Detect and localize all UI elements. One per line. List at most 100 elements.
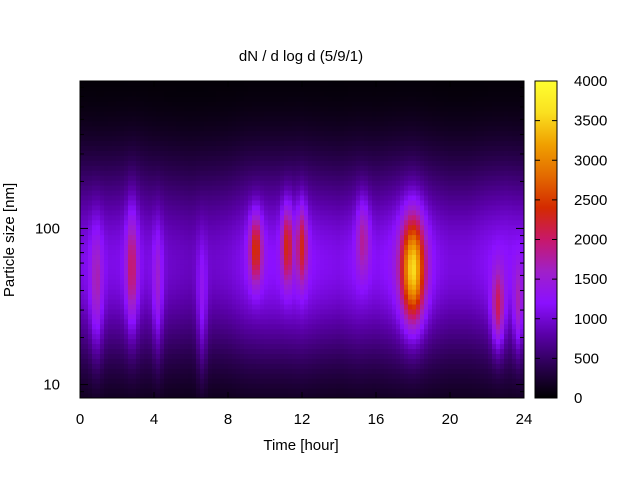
heatmap-cell bbox=[344, 160, 349, 166]
heatmap-cell bbox=[288, 209, 293, 216]
heatmap-cell bbox=[220, 388, 225, 394]
heatmap-cell bbox=[272, 388, 277, 394]
heatmap-cell bbox=[244, 229, 249, 236]
heatmap-cell bbox=[116, 303, 121, 310]
heatmap-cell bbox=[212, 135, 217, 142]
heatmap-cell bbox=[292, 383, 297, 389]
heatmap-cell bbox=[172, 105, 177, 112]
heatmap-cell bbox=[100, 254, 105, 260]
heatmap-cell bbox=[336, 125, 341, 132]
heatmap-cell bbox=[136, 85, 141, 92]
heatmap-cell bbox=[376, 120, 381, 127]
heatmap-cell bbox=[384, 224, 389, 231]
heatmap-cell bbox=[352, 323, 357, 330]
heatmap-cell bbox=[264, 298, 269, 305]
heatmap-cell bbox=[112, 249, 117, 255]
heatmap-cell bbox=[184, 155, 189, 161]
heatmap-cell bbox=[148, 264, 153, 270]
heatmap-cell bbox=[388, 234, 393, 241]
heatmap-cell bbox=[192, 160, 197, 166]
heatmap-cell bbox=[260, 180, 265, 186]
heatmap-cell bbox=[152, 140, 157, 146]
heatmap-cell bbox=[236, 199, 241, 206]
heatmap-cell bbox=[368, 170, 373, 176]
heatmap-cell bbox=[328, 110, 333, 117]
heatmap-cell bbox=[224, 204, 229, 211]
heatmap-cell bbox=[212, 328, 217, 335]
heatmap-cell bbox=[324, 313, 329, 320]
heatmap-cell bbox=[112, 110, 117, 117]
heatmap-cell bbox=[212, 378, 217, 384]
heatmap-cell bbox=[376, 358, 381, 364]
heatmap-cell bbox=[220, 298, 225, 305]
heatmap-cell bbox=[100, 328, 105, 335]
heatmap-cell bbox=[292, 214, 297, 221]
heatmap-cell bbox=[304, 224, 309, 231]
heatmap-cell bbox=[168, 383, 173, 389]
heatmap-cell bbox=[304, 279, 309, 285]
heatmap-cell bbox=[260, 313, 265, 320]
heatmap-cell bbox=[196, 388, 201, 394]
heatmap-cell bbox=[248, 373, 253, 379]
heatmap-cell bbox=[368, 130, 373, 137]
heatmap-cell bbox=[112, 383, 117, 389]
heatmap-cell bbox=[128, 214, 133, 221]
heatmap-cell bbox=[304, 293, 309, 300]
heatmap-cell bbox=[304, 204, 309, 211]
heatmap-cell bbox=[216, 323, 221, 330]
heatmap-cell bbox=[168, 363, 173, 369]
heatmap-cell bbox=[284, 353, 289, 359]
heatmap-cell bbox=[212, 254, 217, 260]
heatmap-cell bbox=[300, 145, 305, 151]
heatmap-cell bbox=[148, 219, 153, 226]
heatmap-cell bbox=[248, 318, 253, 325]
heatmap-cell bbox=[236, 308, 241, 315]
heatmap-cell bbox=[232, 145, 237, 151]
heatmap-cell bbox=[372, 135, 377, 142]
heatmap-cell bbox=[252, 135, 257, 142]
heatmap-cell bbox=[108, 90, 113, 97]
heatmap-cell bbox=[360, 115, 365, 122]
heatmap-cell bbox=[244, 194, 249, 201]
heatmap-cell bbox=[336, 180, 341, 186]
heatmap-cell bbox=[168, 388, 173, 394]
heatmap-cell bbox=[260, 85, 265, 92]
heatmap-cell bbox=[228, 150, 233, 156]
heatmap-cell bbox=[108, 373, 113, 379]
heatmap-cell bbox=[308, 353, 313, 359]
heatmap-cell bbox=[300, 100, 305, 107]
heatmap-cell bbox=[128, 105, 133, 112]
heatmap-cell bbox=[80, 199, 85, 206]
heatmap-cell bbox=[248, 115, 253, 122]
heatmap-cell bbox=[156, 383, 161, 389]
heatmap-cell bbox=[276, 115, 281, 122]
heatmap-cell bbox=[316, 313, 321, 320]
heatmap-cell bbox=[144, 293, 149, 300]
heatmap-cell bbox=[344, 323, 349, 330]
heatmap-cell bbox=[208, 264, 213, 270]
heatmap-cell bbox=[336, 303, 341, 310]
heatmap-cell bbox=[260, 264, 265, 270]
heatmap-cell bbox=[180, 175, 185, 181]
heatmap-cell bbox=[376, 130, 381, 137]
heatmap-cell bbox=[124, 204, 129, 211]
heatmap-cell bbox=[168, 180, 173, 186]
heatmap-cell bbox=[308, 81, 313, 87]
heatmap-cell bbox=[252, 209, 257, 216]
heatmap-cell bbox=[296, 219, 301, 226]
heatmap-cell bbox=[80, 323, 85, 330]
heatmap-cell bbox=[108, 338, 113, 345]
heatmap-cell bbox=[116, 135, 121, 142]
heatmap-cell bbox=[132, 264, 137, 270]
heatmap-cell bbox=[352, 85, 357, 92]
heatmap-cell bbox=[304, 155, 309, 161]
heatmap-cell bbox=[124, 284, 129, 290]
heatmap-cell bbox=[356, 279, 361, 285]
heatmap-cell bbox=[368, 234, 373, 241]
heatmap-cell bbox=[240, 284, 245, 290]
heatmap-cell bbox=[120, 328, 125, 335]
heatmap-cell bbox=[100, 105, 105, 112]
heatmap-cell bbox=[372, 150, 377, 156]
heatmap-cell bbox=[108, 254, 113, 260]
heatmap-cell bbox=[236, 219, 241, 226]
